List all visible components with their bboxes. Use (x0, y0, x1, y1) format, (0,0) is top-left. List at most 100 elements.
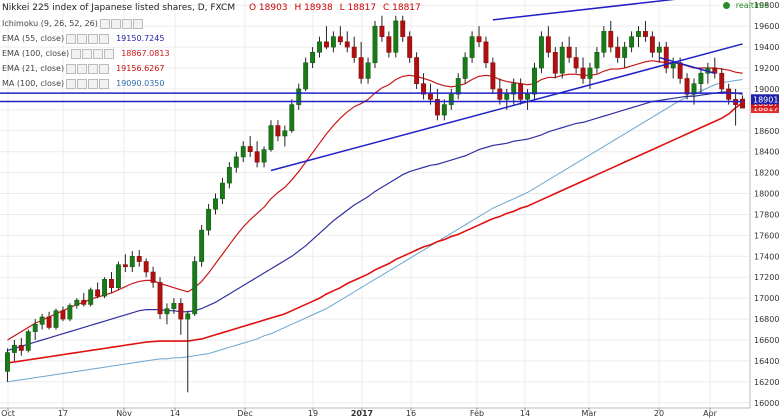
candle-body (115, 264, 121, 288)
candle-body (53, 310, 59, 328)
candle-body (400, 20, 406, 37)
close-value: C 18817 (382, 3, 421, 13)
candle-body (74, 299, 80, 306)
candle-body (476, 36, 482, 43)
candle-body (254, 151, 260, 163)
candle-body (518, 83, 524, 100)
indicator-name: EMA (55, close) (2, 34, 65, 43)
more-icon[interactable] (99, 78, 110, 89)
candle-body (351, 46, 357, 58)
candle-body (649, 36, 655, 53)
x-tick-label: Mar (581, 409, 597, 418)
close-icon[interactable] (88, 33, 99, 44)
y-tick-label: 19000 (754, 85, 779, 94)
candle-body (164, 308, 170, 315)
candle-body (538, 36, 544, 69)
candle-body (594, 52, 600, 69)
indicator-controls[interactable] (99, 16, 144, 31)
indicator-controls[interactable] (66, 31, 110, 46)
indicator-row[interactable]: MA (100, close) 19090.0350 (2, 76, 421, 91)
candle-body (102, 279, 108, 297)
close-icon[interactable] (88, 63, 99, 74)
indicator-row[interactable]: EMA (100, close) 18867.0813 (2, 46, 421, 61)
settings-icon[interactable] (110, 18, 121, 29)
eye-icon[interactable] (66, 78, 77, 89)
candle-body (441, 104, 447, 116)
indicator-row[interactable]: EMA (21, close) 19156.6267 (2, 61, 421, 76)
candle-body (608, 31, 614, 48)
candle-body (150, 271, 156, 283)
settings-icon[interactable] (82, 48, 93, 59)
x-tick-label: 20 (654, 409, 664, 418)
candle-body (192, 261, 198, 315)
candle-body (601, 31, 607, 53)
ohlc-readout: O 18903 H 18938 L 18817 C 18817 (245, 3, 421, 13)
more-icon[interactable] (99, 63, 110, 74)
eye-icon[interactable] (66, 33, 77, 44)
price-tag-label: 18817 (753, 104, 778, 113)
candle-body (81, 299, 87, 305)
legend-title-row: Nikkei 225 index of Japanese listed shar… (2, 1, 421, 16)
candle-body (261, 149, 267, 163)
candle-body (462, 57, 468, 79)
close-icon[interactable] (93, 48, 104, 59)
eye-icon[interactable] (99, 18, 110, 29)
y-tick-label: 16800 (754, 315, 779, 324)
candle-body (122, 264, 128, 268)
y-tick-label: 16400 (754, 357, 779, 366)
candle-body (330, 36, 336, 48)
candle-body (219, 182, 225, 200)
settings-icon[interactable] (77, 63, 88, 74)
price-tag (751, 103, 779, 114)
indicator-controls[interactable] (66, 61, 110, 76)
realtime-label: realtime (735, 1, 769, 10)
eye-icon[interactable] (66, 63, 77, 74)
indicator-controls[interactable] (66, 76, 110, 91)
candle-body (469, 36, 475, 58)
more-icon[interactable] (99, 33, 110, 44)
candle-body (5, 352, 10, 372)
more-icon[interactable] (104, 48, 115, 59)
indicator-row[interactable]: EMA (55, close) 19150.7245 (2, 31, 421, 46)
low-value: L 18817 (339, 3, 377, 13)
candle-body (740, 98, 745, 109)
close-icon[interactable] (121, 18, 132, 29)
candle-body (629, 36, 635, 48)
candle-body (663, 46, 669, 69)
candle-body (566, 46, 572, 58)
candle-body (587, 67, 593, 79)
candle-body (559, 46, 565, 74)
candle-body (240, 146, 246, 158)
candle-body (282, 130, 288, 137)
x-tick-label: 19 (308, 409, 318, 418)
candle-body (129, 256, 135, 268)
candle-body (88, 289, 94, 305)
indicator-controls[interactable] (71, 46, 115, 61)
x-tick-label: 16 (406, 409, 416, 418)
x-tick-label: 14 (170, 409, 180, 418)
candle-body (324, 41, 329, 48)
settings-icon[interactable] (77, 78, 88, 89)
more-icon[interactable] (132, 18, 143, 29)
indicator-value: 19156.6267 (116, 64, 165, 73)
candle-body (32, 324, 38, 332)
candle-body (490, 62, 496, 90)
candle-body (421, 83, 426, 95)
settings-icon[interactable] (77, 33, 88, 44)
open-value: O 18903 (248, 3, 288, 13)
candle-body (157, 282, 163, 315)
candle-body (448, 93, 454, 105)
y-tick-label: 17200 (754, 273, 779, 282)
close-icon[interactable] (88, 78, 99, 89)
eye-icon[interactable] (71, 48, 82, 59)
candle-body (504, 93, 510, 100)
indicator-value: 19150.7245 (116, 34, 165, 43)
trendline (492, 0, 676, 21)
indicator-row[interactable]: Ichimoku (9, 26, 52, 26) (2, 16, 421, 31)
candle-body (386, 36, 392, 53)
x-tick-label: 14 (520, 409, 530, 418)
candle-body (185, 313, 191, 320)
y-tick-label: 17600 (754, 231, 779, 240)
